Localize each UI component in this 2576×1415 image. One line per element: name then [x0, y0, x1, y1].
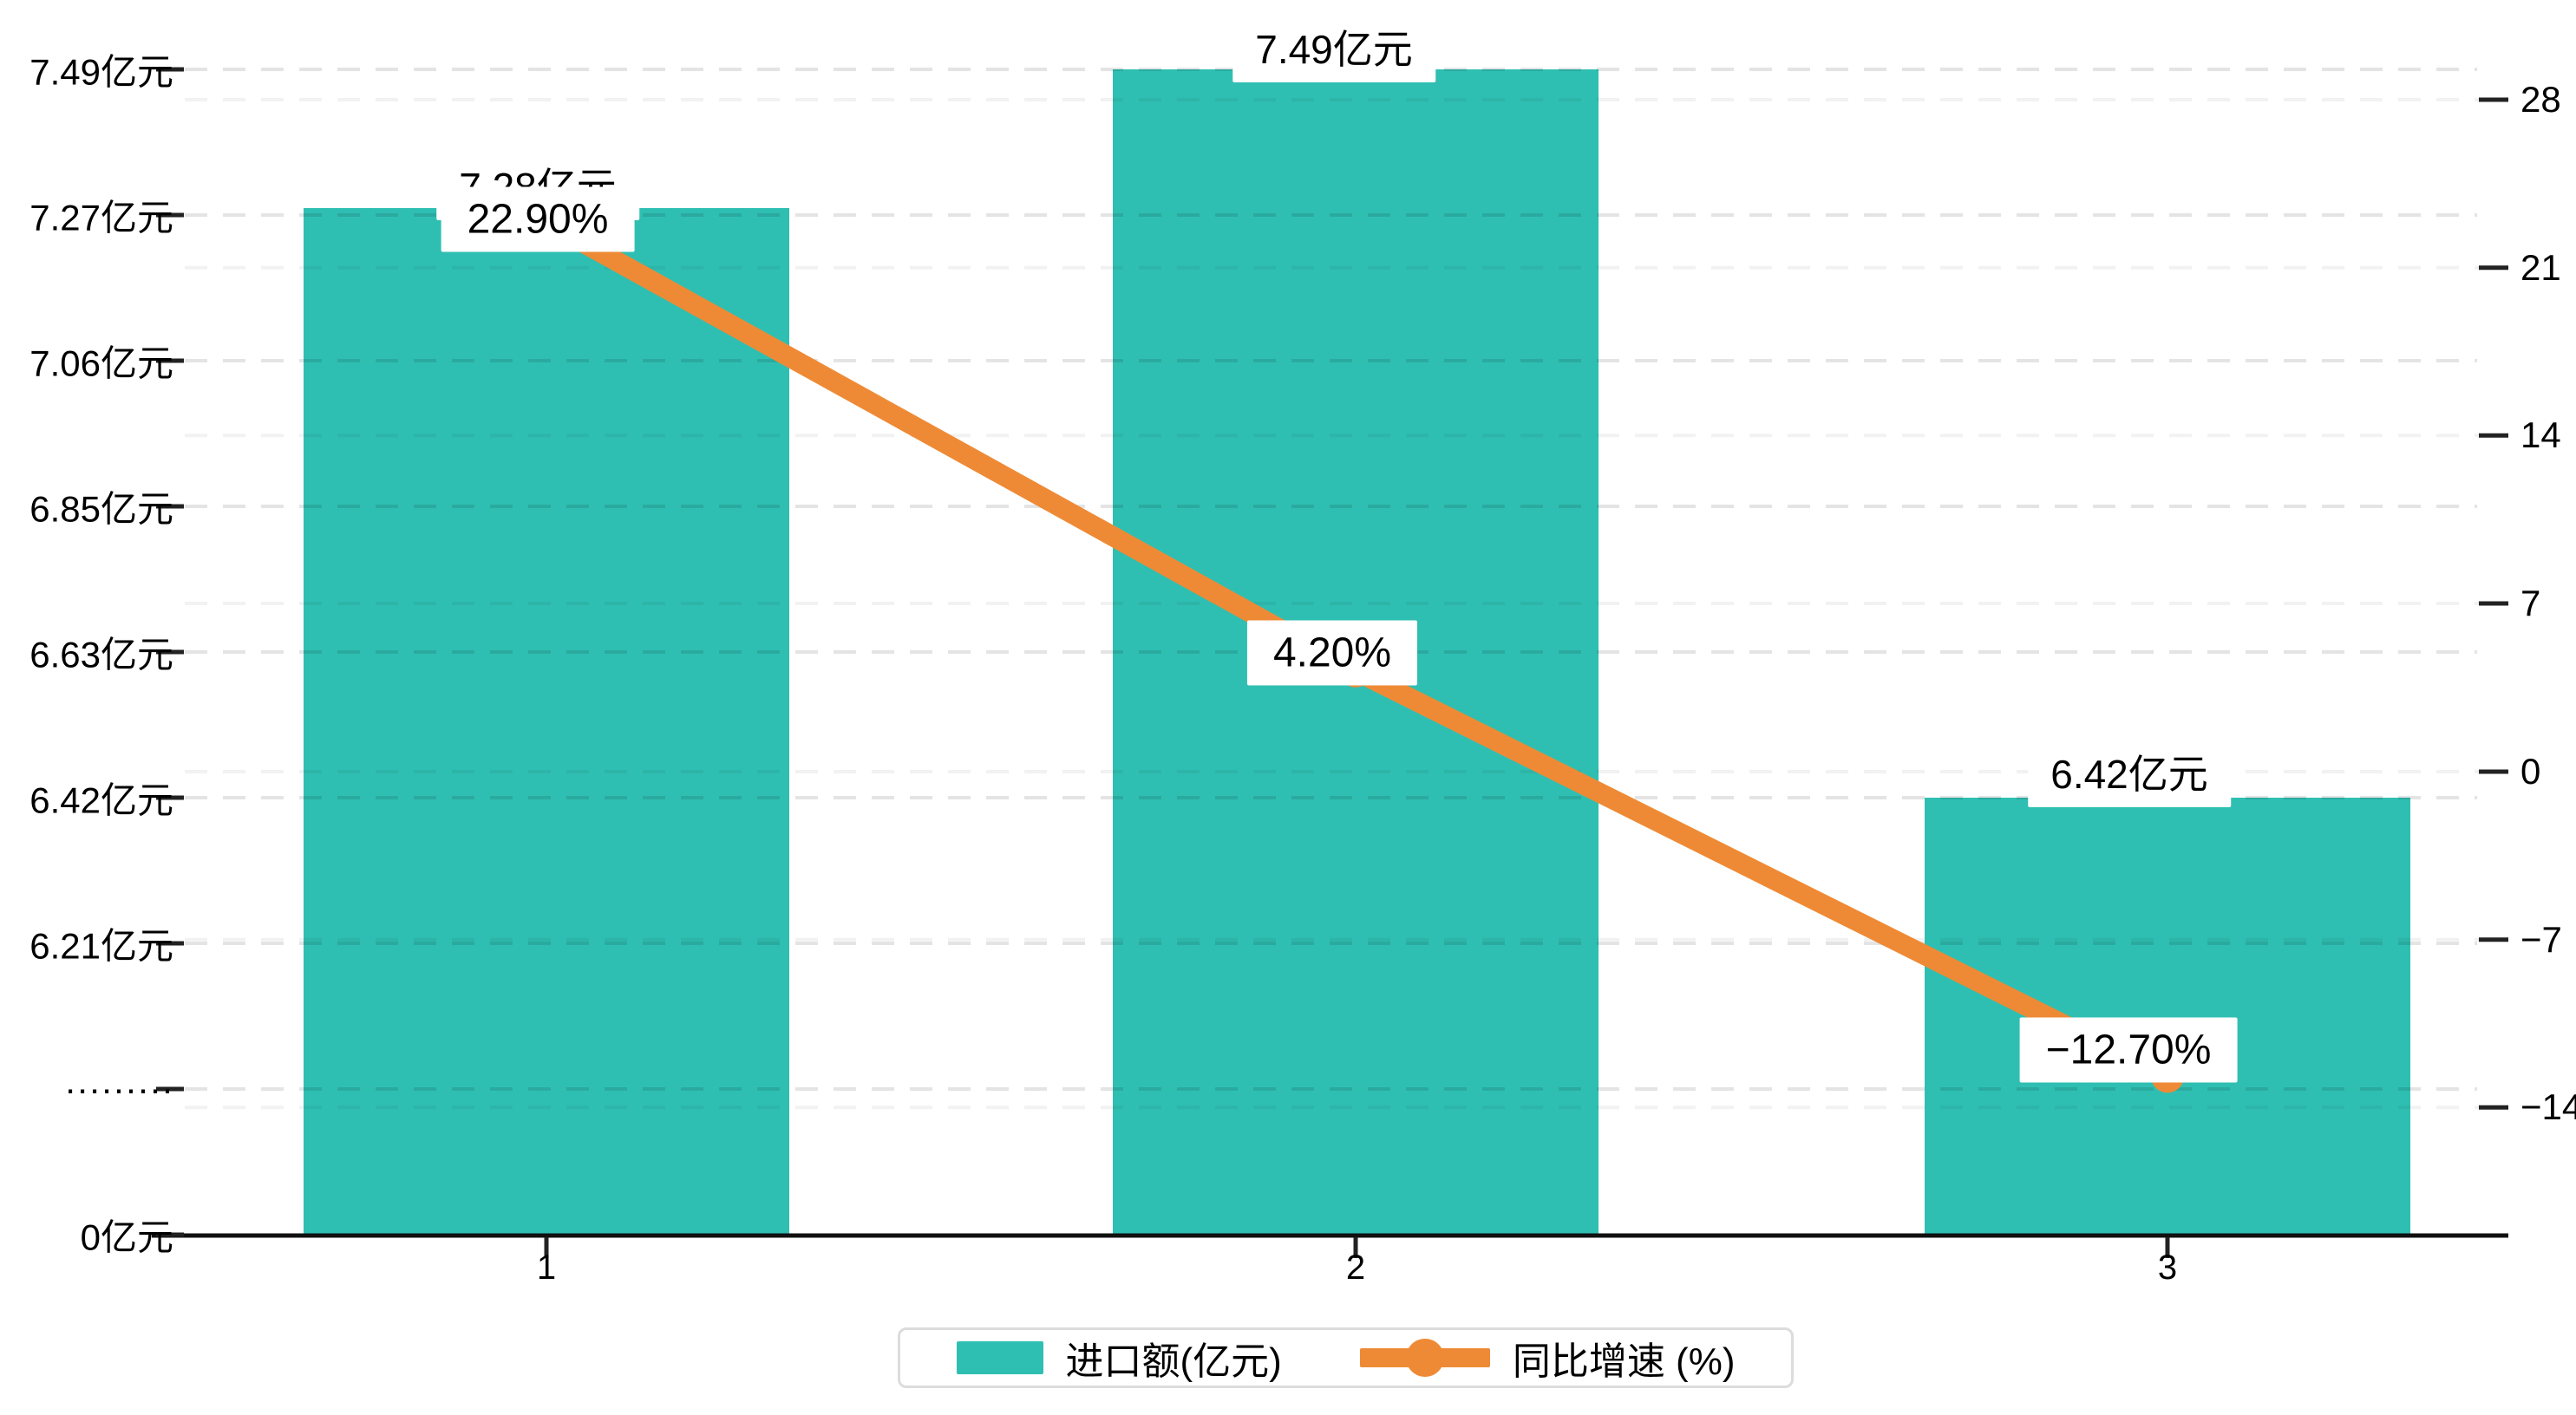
right-axis-tick-label: 14 [2520, 414, 2561, 456]
left-axis-tick-label: 7.27亿元 [29, 197, 173, 238]
bar-value-label: 7.49亿元 [1232, 11, 1435, 82]
legend-item-growth-rate[interactable]: 同比增速 (%) [1359, 1330, 1736, 1386]
left-axis-tick-label: 6.63亿元 [29, 634, 173, 675]
right-axis-tick-label: 28 [2520, 79, 2561, 120]
right-axis-tick-label: −7 [2520, 918, 2562, 960]
legend-label-import-value: 进口额(亿元) [1065, 1340, 1282, 1383]
right-axis-tick-label: 7 [2520, 583, 2541, 623]
growth-rate-label: −12.70% [2019, 1017, 2238, 1083]
x-axis-category-label: 2 [1345, 1249, 1366, 1287]
left-axis-tick-label: 7.06亿元 [29, 342, 173, 384]
growth-rate-label: 22.90% [441, 186, 635, 252]
legend-label-growth-rate: 同比增速 (%) [1512, 1340, 1736, 1383]
right-axis-tick-label: −14 [2520, 1086, 2576, 1128]
line-series-marker-icon [1405, 1339, 1444, 1377]
bar-series-swatch [956, 1341, 1043, 1374]
line-series-swatch [1359, 1339, 1490, 1377]
left-axis-tick-label: 6.21亿元 [29, 925, 173, 967]
right-axis-tick-label: 21 [2520, 246, 2561, 288]
chart-legend: 进口额(亿元) 同比增速 (%) [898, 1327, 1794, 1388]
left-axis-tick-label: ········· [64, 1068, 173, 1109]
growth-rate-label: 4.20% [1246, 620, 1418, 686]
left-axis-tick-label: 7.49亿元 [29, 51, 173, 93]
left-axis-tick-label: 6.85亿元 [29, 488, 173, 530]
left-axis-tick-label: 6.42亿元 [29, 779, 173, 821]
x-axis-category-label: 3 [2157, 1249, 2178, 1287]
bar-category-1[interactable] [304, 208, 789, 1236]
x-axis-category-label: 1 [536, 1249, 557, 1287]
right-axis-tick-label: 0 [2520, 751, 2541, 792]
bar-value-label: 6.42亿元 [2028, 736, 2231, 807]
left-axis-tick-label: 0亿元 [80, 1216, 173, 1258]
bar-category-3[interactable] [1925, 798, 2410, 1236]
legend-item-import-value[interactable]: 进口额(亿元) [956, 1330, 1282, 1386]
